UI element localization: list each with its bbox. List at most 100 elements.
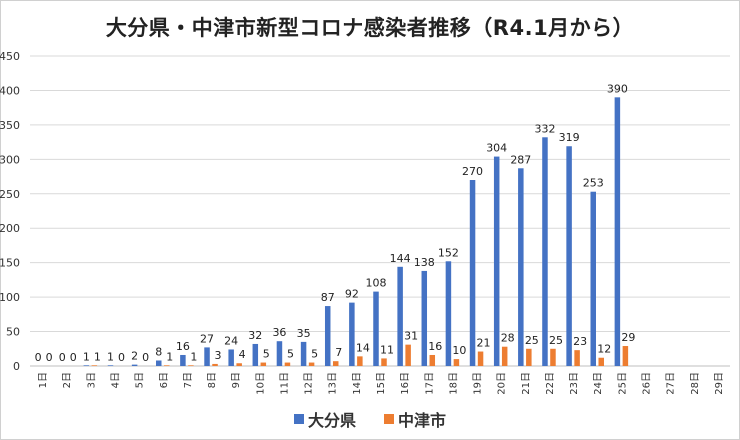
- data-label-oita: 319: [559, 131, 580, 144]
- data-label-nakatsu: 29: [621, 331, 635, 344]
- data-label-nakatsu: 5: [263, 348, 270, 361]
- x-tick-label: 23日: [569, 372, 580, 395]
- x-tick-label: 19日: [473, 372, 484, 395]
- data-label-nakatsu: 11: [380, 343, 394, 356]
- data-label-nakatsu: 7: [335, 346, 342, 359]
- y-tick-label: 150: [0, 257, 20, 270]
- bar-nakatsu: [164, 365, 170, 366]
- bar-nakatsu: [91, 365, 98, 366]
- y-tick-label: 400: [0, 84, 20, 97]
- data-label-nakatsu: 1: [94, 350, 101, 363]
- x-tick-label: 14日: [352, 372, 363, 395]
- bar-nakatsu: [308, 362, 315, 366]
- y-tick-label: 0: [13, 360, 20, 373]
- x-tick-label: 7日: [183, 372, 194, 388]
- bar-oita: [83, 365, 90, 366]
- data-label-nakatsu: 1: [166, 350, 173, 363]
- x-tick-label: 17日: [424, 372, 435, 395]
- y-tick-label: 200: [0, 222, 20, 235]
- y-tick-label: 450: [0, 50, 20, 63]
- data-label-oita: 2: [131, 350, 138, 363]
- x-tick-label: 3日: [86, 372, 97, 388]
- data-label-oita: 16: [176, 340, 190, 353]
- data-label-oita: 332: [534, 122, 555, 135]
- data-label-oita: 138: [414, 256, 435, 269]
- data-label-nakatsu: 4: [239, 348, 246, 361]
- bar-oita: [131, 364, 138, 366]
- chart-title: 大分県・中津市新型コロナ感染者推移（R4.1月から）: [105, 16, 635, 40]
- data-label-oita: 24: [224, 334, 238, 347]
- bar-nakatsu: [188, 365, 194, 366]
- x-tick-label: 24日: [593, 372, 604, 395]
- chart-legend: 大分県 中津市: [0, 407, 740, 431]
- x-tick-label: 10日: [255, 372, 266, 395]
- bar-nakatsu: [501, 346, 508, 366]
- y-tick-label: 300: [0, 153, 20, 166]
- data-label-nakatsu: 10: [452, 344, 466, 357]
- x-tick-label: 21日: [521, 372, 532, 395]
- bar-nakatsu: [405, 344, 411, 366]
- x-tick-label: 26日: [642, 372, 653, 395]
- data-label-nakatsu: 0: [70, 351, 77, 364]
- bar-nakatsu: [357, 356, 363, 366]
- x-tick-label: 2日: [62, 372, 73, 388]
- bar-oita: [542, 137, 548, 366]
- bar-oita: [228, 349, 234, 366]
- data-label-oita: 0: [35, 351, 42, 364]
- x-tick-label: 9日: [231, 372, 242, 388]
- data-label-nakatsu: 21: [477, 337, 491, 350]
- data-label-oita: 0: [59, 351, 66, 364]
- bar-nakatsu: [526, 348, 532, 366]
- data-label-nakatsu: 23: [573, 335, 587, 348]
- bar-nakatsu: [284, 362, 291, 366]
- y-tick-label: 250: [0, 188, 20, 201]
- x-tick-label: 28日: [690, 372, 701, 395]
- data-label-nakatsu: 25: [525, 334, 539, 347]
- data-label-nakatsu: 1: [190, 350, 197, 363]
- data-label-nakatsu: 31: [404, 330, 418, 343]
- data-label-oita: 32: [248, 329, 262, 342]
- bar-nakatsu: [622, 346, 629, 366]
- x-tick-label: 1日: [38, 372, 49, 388]
- bar-nakatsu: [429, 354, 436, 366]
- legend-swatch-nakatsu: [384, 414, 394, 424]
- bar-oita: [349, 302, 355, 366]
- x-tick-label: 12日: [304, 372, 315, 395]
- x-tick-label: 25日: [617, 372, 628, 395]
- bar-oita: [276, 341, 283, 366]
- bar-nakatsu: [332, 361, 339, 366]
- bar-oita: [493, 156, 500, 366]
- data-label-oita: 1: [107, 350, 114, 363]
- data-label-nakatsu: 25: [549, 334, 563, 347]
- legend-item-oita: 大分県: [293, 407, 356, 431]
- data-label-oita: 152: [438, 246, 459, 259]
- data-label-oita: 1: [83, 350, 90, 363]
- data-label-oita: 270: [462, 165, 483, 178]
- y-tick-label: 50: [6, 326, 20, 339]
- y-tick-label: 100: [0, 291, 20, 304]
- bar-oita: [518, 168, 524, 366]
- bar-oita: [445, 261, 452, 366]
- data-label-oita: 35: [297, 327, 311, 340]
- x-tick-label: 15日: [376, 372, 387, 395]
- x-tick-label: 18日: [448, 372, 459, 395]
- data-label-oita: 287: [510, 153, 531, 166]
- x-tick-label: 20日: [497, 372, 508, 395]
- data-label-oita: 87: [321, 291, 335, 304]
- bar-nakatsu: [212, 363, 218, 366]
- bar-oita: [204, 347, 210, 366]
- legend-item-nakatsu: 中津市: [384, 407, 446, 431]
- x-tick-label: 16日: [400, 372, 411, 395]
- x-tick-label: 22日: [545, 372, 556, 395]
- data-label-nakatsu: 14: [356, 341, 370, 354]
- data-label-oita: 144: [390, 252, 411, 265]
- bar-nakatsu: [550, 348, 556, 366]
- x-tick-label: 11日: [279, 372, 290, 395]
- data-label-nakatsu: 0: [118, 351, 125, 364]
- bar-nakatsu: [236, 363, 242, 366]
- bar-oita: [252, 343, 259, 366]
- legend-label-nakatsu: 中津市: [398, 411, 447, 430]
- bar-nakatsu: [260, 362, 267, 366]
- x-tick-label: 5日: [135, 372, 146, 388]
- data-label-nakatsu: 0: [142, 351, 149, 364]
